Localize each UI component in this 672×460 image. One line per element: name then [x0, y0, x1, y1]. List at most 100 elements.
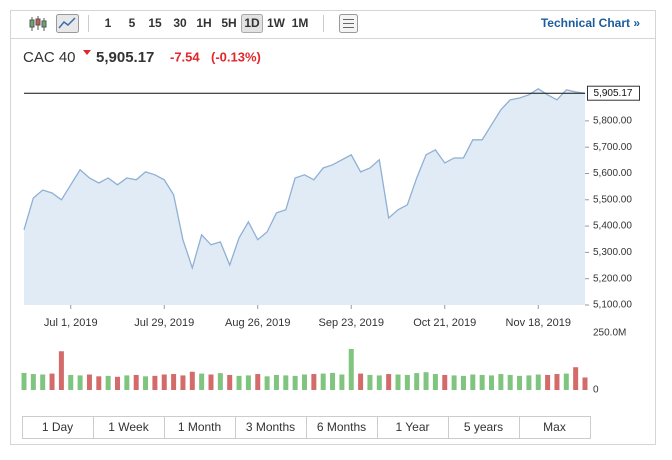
volume-bar — [115, 376, 120, 390]
volume-bar — [199, 373, 205, 390]
down-arrow — [83, 50, 91, 55]
volume-bar — [124, 375, 130, 390]
volume-bar — [292, 375, 298, 390]
volume-bar — [161, 374, 167, 390]
volume-bar — [498, 374, 504, 390]
volume-bar — [460, 375, 466, 390]
line-chart-icon[interactable] — [56, 14, 79, 33]
volume-bar — [217, 373, 223, 390]
volume-bar — [86, 374, 92, 390]
x-tick-label: Jul 1, 2019 — [44, 317, 98, 329]
volume-bar — [255, 374, 261, 390]
price: 5,905.17 — [96, 49, 154, 66]
volume-bar — [330, 372, 336, 390]
volume-bar — [432, 374, 438, 390]
volume-bar — [77, 375, 83, 390]
volume-bar — [507, 374, 513, 390]
range-button[interactable]: 1 Month — [178, 420, 221, 434]
volume-bar — [517, 375, 523, 390]
x-tick-label: Aug 26, 2019 — [225, 317, 290, 329]
volume-bar — [582, 377, 588, 390]
volume-bar — [479, 374, 485, 390]
volume-bar — [180, 375, 186, 390]
volume-bar — [367, 374, 373, 390]
volume-bar — [273, 374, 279, 390]
volume-bar — [470, 374, 476, 390]
range-button[interactable]: 6 Months — [317, 420, 366, 434]
volume-bar — [395, 374, 401, 390]
volume-bar — [320, 373, 326, 390]
x-tick-label: Oct 21, 2019 — [413, 317, 476, 329]
range-button[interactable]: 3 Months — [246, 420, 295, 434]
area-fill — [24, 88, 585, 305]
x-tick-label: Jul 29, 2019 — [134, 317, 194, 329]
table-icon[interactable] — [339, 14, 358, 33]
volume-bar — [535, 374, 541, 390]
volume-bar — [302, 374, 307, 390]
interval-button[interactable]: 1D — [244, 16, 260, 30]
y-tick-label: 5,100.00 — [593, 300, 632, 311]
change: -7.54 — [170, 49, 200, 64]
interval-selected-bg — [241, 14, 263, 33]
volume-bar — [208, 374, 214, 390]
volume-bar — [404, 374, 410, 390]
volume-bar — [451, 375, 457, 390]
volume-bar — [545, 374, 551, 390]
interval-button[interactable]: 5H — [221, 16, 236, 30]
volume-bar — [348, 348, 354, 390]
y-tick-label: 5,500.00 — [593, 194, 632, 205]
volume-bar — [105, 375, 111, 390]
volume-bar — [283, 375, 289, 390]
volume-bar — [563, 373, 569, 390]
interval-button[interactable]: 1M — [292, 16, 309, 30]
volume-bar — [311, 374, 317, 390]
y-tick-label: 5,700.00 — [593, 142, 632, 153]
interval-button[interactable]: 5 — [129, 16, 136, 30]
technical-chart-link[interactable]: Technical Chart » — [541, 16, 640, 30]
volume-bar — [423, 372, 429, 390]
y-tick-label: 5,200.00 — [593, 273, 632, 284]
last-price-label: 5,905.17 — [594, 88, 633, 99]
candle-icon[interactable] — [29, 16, 47, 31]
volume-bar — [554, 374, 560, 390]
interval-button[interactable]: 15 — [148, 16, 162, 30]
range-button[interactable]: 1 Day — [42, 420, 73, 434]
volume-bar — [68, 374, 74, 390]
volume-bar — [21, 372, 27, 390]
range-button[interactable]: Max — [543, 420, 566, 434]
volume-bar — [245, 375, 251, 390]
volume-bar — [49, 373, 55, 390]
interval-button[interactable]: 1H — [196, 16, 211, 30]
volume-bar — [133, 374, 139, 390]
volume-bar — [489, 375, 494, 390]
volume-bar — [30, 374, 36, 390]
volume-bar — [189, 371, 195, 390]
volume-bar — [376, 375, 382, 390]
volume-tick-label: 250.0M — [593, 328, 626, 339]
instrument-name: CAC 40 — [23, 49, 76, 66]
volume-bar — [414, 373, 420, 390]
volume-bar — [526, 375, 532, 390]
range-button[interactable]: 1 Week — [108, 420, 149, 434]
volume-bar — [143, 376, 149, 390]
interval-button[interactable]: 1 — [105, 16, 112, 30]
volume-bar — [339, 374, 345, 390]
volume-bar — [152, 375, 158, 390]
volume-bar — [386, 374, 392, 390]
y-tick-label: 5,300.00 — [593, 247, 632, 258]
interval-button[interactable]: 1W — [267, 16, 286, 30]
y-tick-label: 5,800.00 — [593, 116, 632, 127]
volume-bar — [442, 374, 448, 390]
volume-bar — [171, 374, 177, 390]
volume-bar — [227, 374, 233, 390]
y-tick-label: 5,600.00 — [593, 168, 632, 179]
last-price-box — [587, 85, 640, 101]
x-tick-label: Nov 18, 2019 — [506, 317, 571, 329]
range-button[interactable]: 5 years — [464, 420, 503, 434]
y-tick-label: 5,400.00 — [593, 221, 632, 232]
volume-bar — [58, 351, 64, 390]
range-button[interactable]: 1 Year — [395, 420, 429, 434]
volume-bar — [264, 376, 270, 390]
interval-button[interactable]: 30 — [173, 16, 187, 30]
